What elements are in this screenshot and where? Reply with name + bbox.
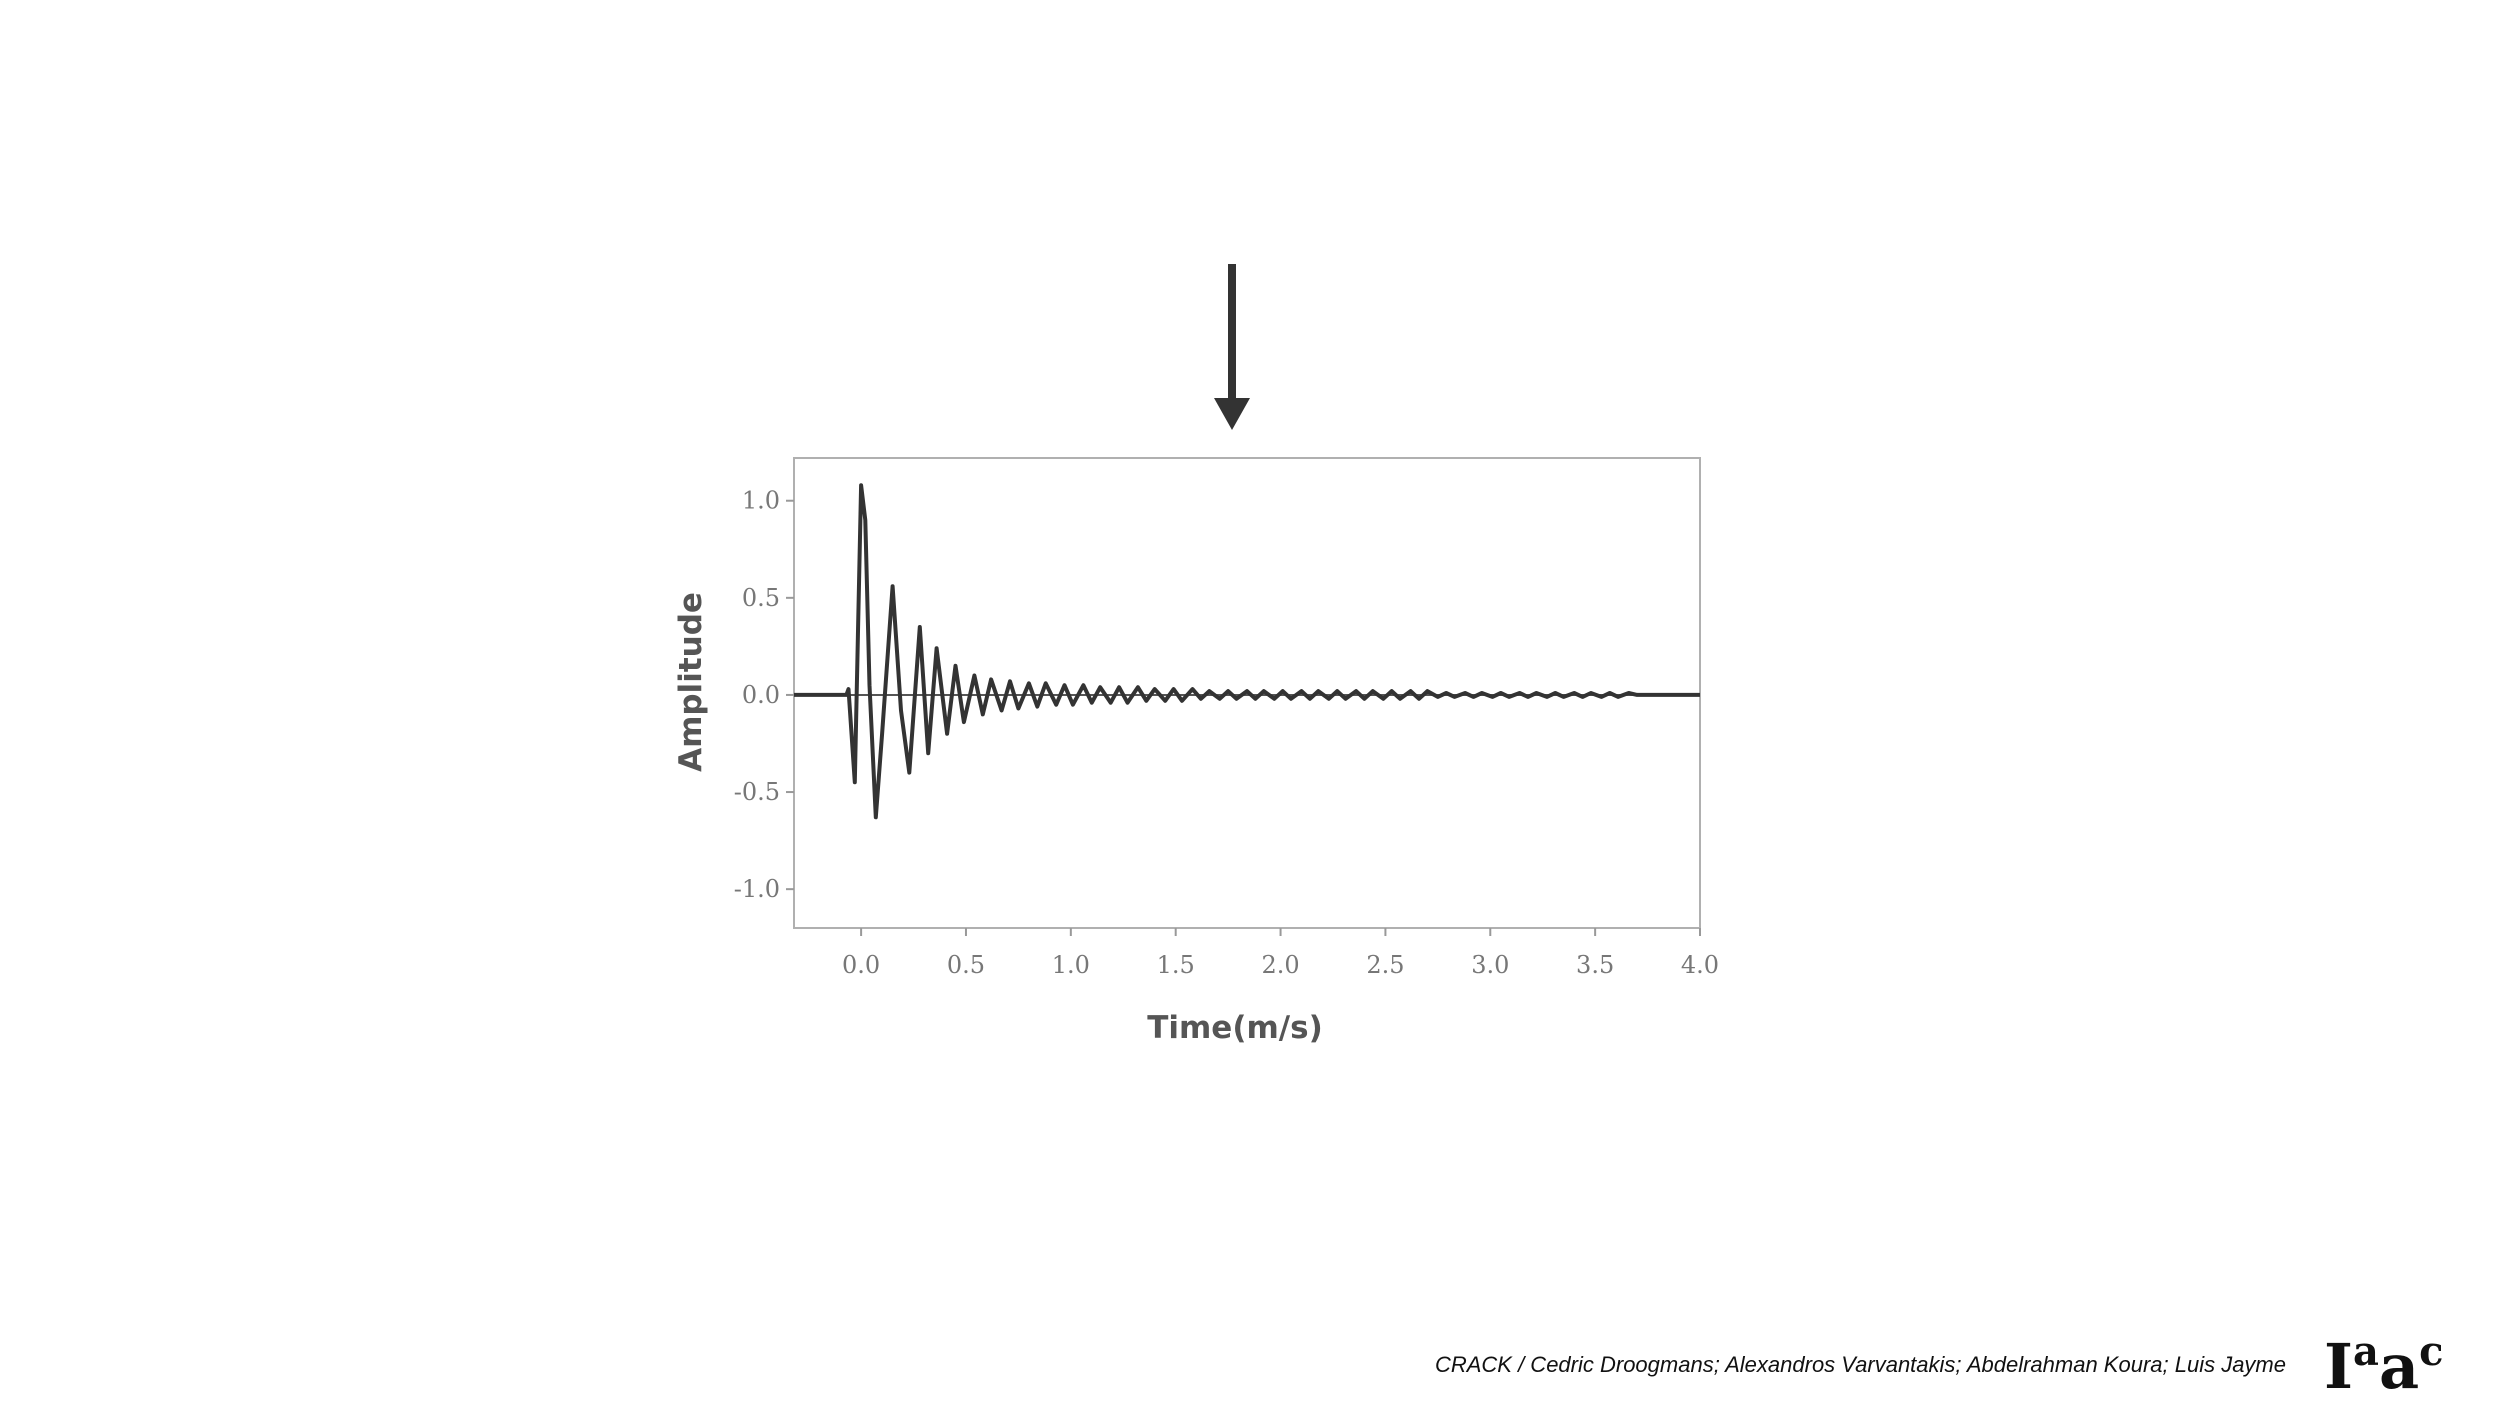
x-tick-label: 2.0 <box>1261 951 1299 979</box>
y-axis-ticks: 1.0 0.5 0.0 -0.5 -1.0 <box>734 487 794 903</box>
series-line <box>794 483 1700 820</box>
credit-line: CRACK / Cedric Droogmans; Alexandros Var… <box>1434 1352 2286 1377</box>
iaac-logo: Iaac <box>2324 1328 2444 1403</box>
x-axis-label: Time(m/s) <box>1147 1010 1323 1046</box>
x-tick-label: 3.5 <box>1576 951 1614 979</box>
amplitude-time-chart: 1.0 0.5 0.0 -0.5 -1.0 0.0 0.5 1.0 1.5 2.0 2.5 3.0 3… <box>673 457 1719 1046</box>
series-lines <box>794 483 1700 820</box>
x-tick-label: 0.0 <box>842 951 880 979</box>
y-tick-label: 0.5 <box>742 584 780 612</box>
y-tick-label: 1.0 <box>742 487 780 515</box>
x-axis-ticks: 0.0 0.5 1.0 1.5 2.0 2.5 3.0 3.5 4.0 <box>842 928 1719 979</box>
x-tick-label: 1.0 <box>1052 951 1090 979</box>
x-tick-label: 0.5 <box>947 951 985 979</box>
x-tick-label: 3.0 <box>1471 951 1509 979</box>
x-tick-label: 2.5 <box>1366 951 1404 979</box>
x-tick-label: 4.0 <box>1681 951 1719 979</box>
y-tick-label: 0.0 <box>742 681 780 709</box>
y-tick-label: -1.0 <box>734 875 780 903</box>
y-axis-label: Amplitude <box>673 592 709 772</box>
down-arrow-icon <box>1214 264 1250 430</box>
x-tick-label: 1.5 <box>1157 951 1195 979</box>
y-tick-label: -0.5 <box>734 778 780 806</box>
